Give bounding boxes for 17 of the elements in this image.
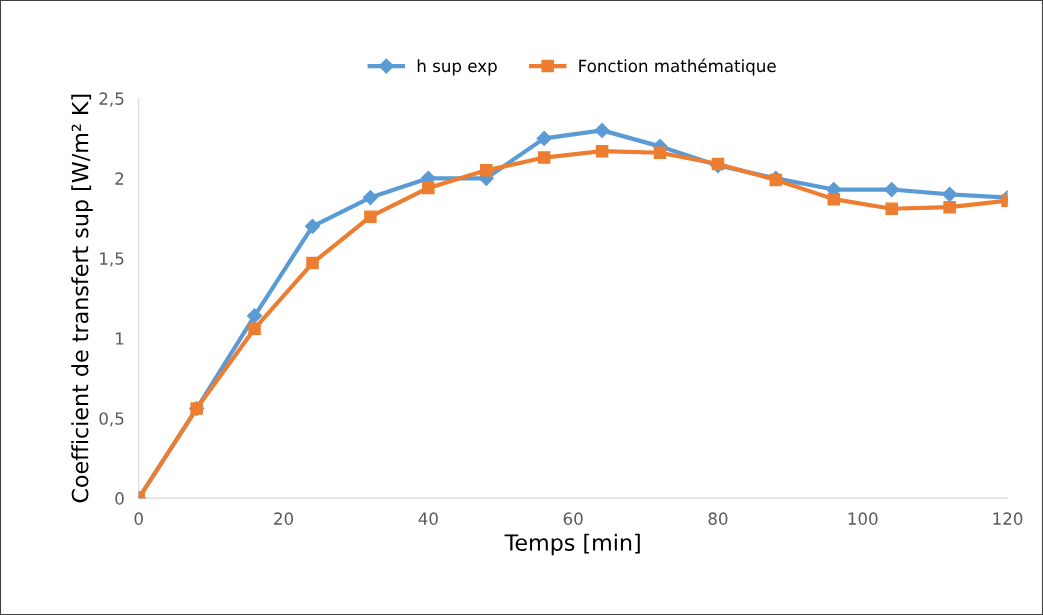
x-tick-label: 20	[274, 512, 294, 525]
legend-label: h sup exp	[417, 59, 497, 76]
x-tick-label: 80	[708, 512, 728, 525]
y-tick-label: 2	[115, 172, 124, 185]
y-tick-label: 1	[116, 332, 124, 345]
y-axis-title: Coefficient de transfert sup [W/m² K]	[71, 94, 93, 503]
x-tick-label: 40	[418, 512, 438, 525]
y-tick-label: 0,5	[99, 412, 124, 427]
x-tick-label: 60	[563, 512, 583, 525]
x-tick-label: 0	[134, 512, 143, 525]
y-tick-label: 2,5	[99, 92, 124, 107]
y-tick-label: 1,5	[100, 252, 124, 267]
x-axis-title: Temps [min]	[504, 533, 640, 556]
x-tick-label: 100	[848, 512, 878, 525]
x-tick-label: 120	[993, 512, 1023, 525]
y-tick-label: 0	[115, 492, 124, 505]
legend-label: Fonction mathématique	[579, 58, 776, 76]
